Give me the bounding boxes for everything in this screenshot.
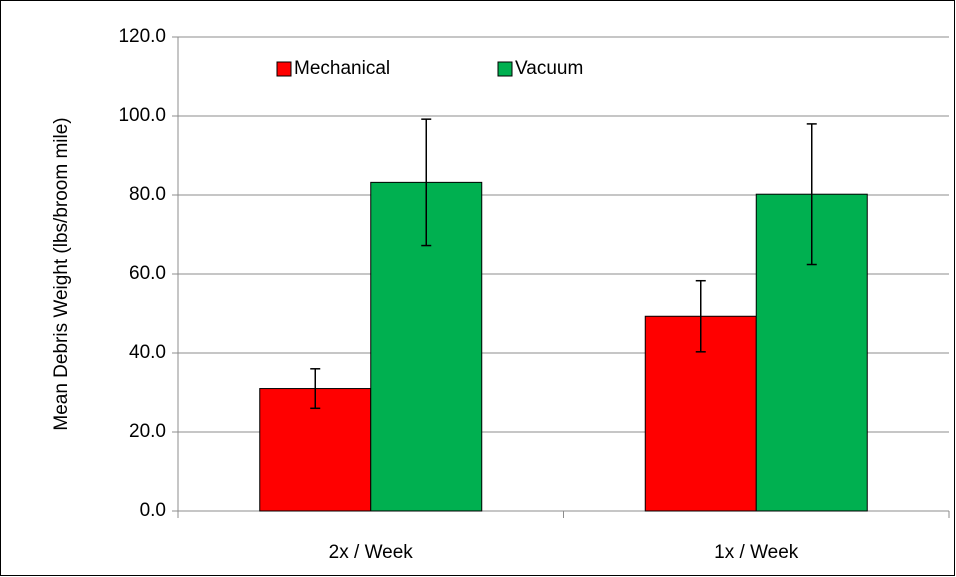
y-tick-label: 120.0 (118, 26, 166, 47)
y-tick-label: 40.0 (129, 342, 166, 363)
legend-swatch (497, 61, 513, 77)
legend-label: Mechanical (294, 58, 390, 79)
x-tick-label: 2x / Week (329, 542, 414, 563)
legend-swatch (276, 61, 292, 77)
y-tick-label: 80.0 (129, 184, 166, 205)
legend-label: Vacuum (515, 58, 583, 79)
x-tick-label: 1x / Week (714, 542, 799, 563)
y-tick-label: 20.0 (129, 421, 166, 442)
y-tick-label: 100.0 (118, 105, 166, 126)
y-tick-label: 0.0 (140, 500, 166, 521)
y-axis-title: Mean Debris Weight (lbs/broom mile) (51, 117, 72, 430)
y-tick-label: 60.0 (129, 263, 166, 284)
